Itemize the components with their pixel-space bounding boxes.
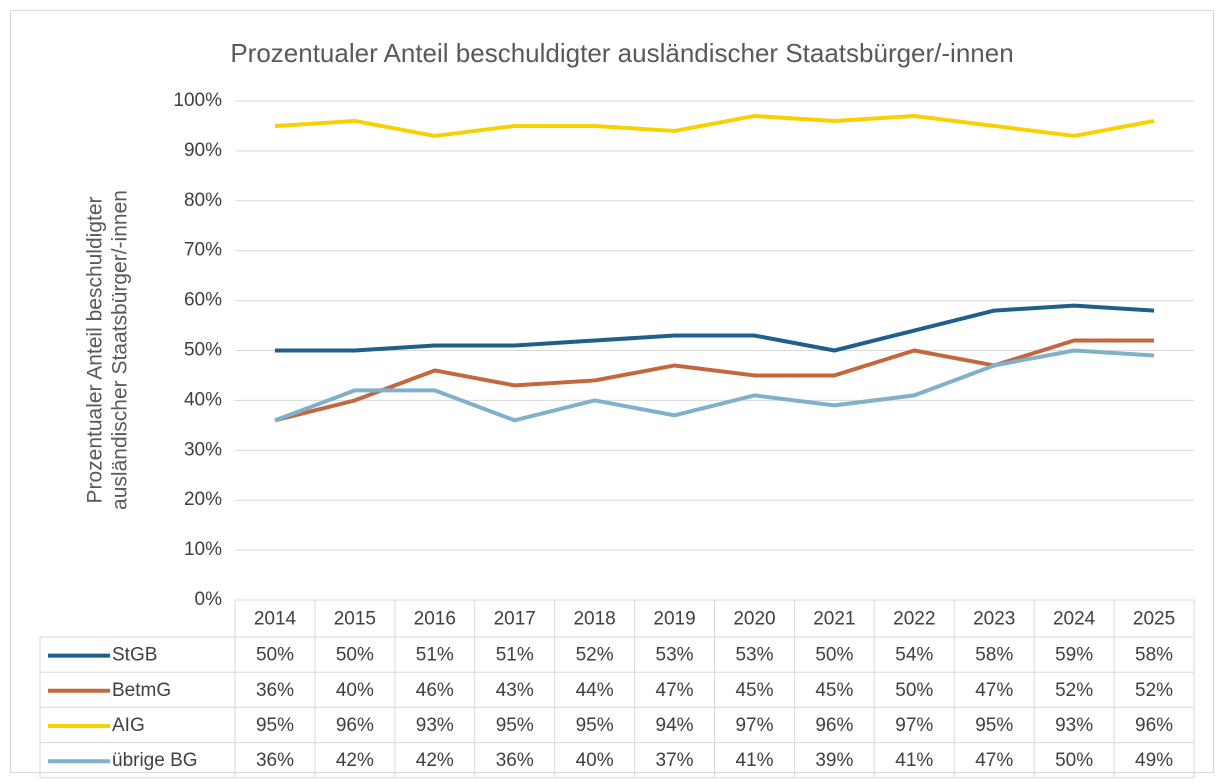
table-cell: 93% xyxy=(416,715,454,736)
table-cell: 58% xyxy=(975,645,1013,666)
table-cell: 50% xyxy=(815,645,853,666)
table-cell: 40% xyxy=(576,750,614,771)
y-tick-label: 100% xyxy=(173,90,222,111)
table-cell: 95% xyxy=(496,715,534,736)
table-cell: 36% xyxy=(496,750,534,771)
x-tick-label: 2020 xyxy=(733,609,775,630)
table-cell: 95% xyxy=(576,715,614,736)
table-cell: 36% xyxy=(256,750,294,771)
y-tick-label: 90% xyxy=(184,140,222,161)
legend-label: AIG xyxy=(112,715,145,736)
y-tick-label: 50% xyxy=(184,340,222,361)
y-tick-label: 0% xyxy=(195,589,223,610)
table-cell: 93% xyxy=(1055,715,1093,736)
y-tick-label: 10% xyxy=(184,539,222,560)
table-cell: 42% xyxy=(416,750,454,771)
table-cell: 96% xyxy=(336,715,374,736)
y-tick-label: 40% xyxy=(184,389,222,410)
table-cell: 50% xyxy=(895,680,933,701)
x-tick-label: 2024 xyxy=(1053,609,1096,630)
y-tick-label: 60% xyxy=(184,290,222,311)
table-cell: 51% xyxy=(496,645,534,666)
table-cell: 53% xyxy=(735,645,773,666)
table-cell: 46% xyxy=(416,680,454,701)
table-cell: 50% xyxy=(256,645,294,666)
table-cell: 95% xyxy=(975,715,1013,736)
table-cell: 97% xyxy=(895,715,933,736)
legend-label: übrige BG xyxy=(112,750,198,771)
table-cell: 95% xyxy=(256,715,294,736)
y-axis-label: ausländischer Staatsbürger/-innen xyxy=(109,190,132,510)
table-cell: 58% xyxy=(1135,645,1173,666)
table-cell: 44% xyxy=(576,680,614,701)
x-tick-label: 2017 xyxy=(494,609,536,630)
series-line xyxy=(274,348,1155,423)
x-tick-label: 2015 xyxy=(334,609,376,630)
table-cell: 47% xyxy=(975,680,1013,701)
table-cell: 50% xyxy=(1055,750,1093,771)
x-tick-label: 2025 xyxy=(1133,609,1175,630)
table-cell: 52% xyxy=(1135,680,1173,701)
table-cell: 97% xyxy=(735,715,773,736)
table-cell: 36% xyxy=(256,680,294,701)
x-tick-label: 2023 xyxy=(973,609,1015,630)
legend-label: BetmG xyxy=(112,680,171,701)
x-tick-label: 2022 xyxy=(893,609,935,630)
table-cell: 47% xyxy=(975,750,1013,771)
table-cell: 47% xyxy=(656,680,694,701)
table-cell: 45% xyxy=(735,680,773,701)
table-cell: 49% xyxy=(1135,750,1173,771)
table-cell: 54% xyxy=(895,645,933,666)
table-cell: 43% xyxy=(496,680,534,701)
y-tick-label: 30% xyxy=(184,439,222,460)
table-cell: 51% xyxy=(416,645,454,666)
x-tick-label: 2014 xyxy=(254,609,297,630)
y-tick-label: 20% xyxy=(184,489,222,510)
x-tick-label: 2019 xyxy=(653,609,695,630)
table-cell: 41% xyxy=(735,750,773,771)
chart-border xyxy=(10,10,1214,773)
table-cell: 41% xyxy=(895,750,933,771)
x-tick-label: 2021 xyxy=(813,609,855,630)
table-cell: 94% xyxy=(656,715,694,736)
table-cell: 52% xyxy=(1055,680,1093,701)
y-tick-label: 70% xyxy=(184,240,222,261)
chart-title: Prozentualer Anteil beschuldigter auslän… xyxy=(230,38,1013,68)
table-cell: 53% xyxy=(656,645,694,666)
series-line xyxy=(274,303,1155,353)
series-line xyxy=(274,113,1155,138)
table-cell: 37% xyxy=(656,750,694,771)
table-cell: 59% xyxy=(1055,645,1093,666)
table-cell: 50% xyxy=(336,645,374,666)
table-cell: 96% xyxy=(1135,715,1173,736)
table-cell: 52% xyxy=(576,645,614,666)
y-tick-label: 80% xyxy=(184,190,222,211)
x-tick-label: 2018 xyxy=(573,609,615,630)
table-cell: 96% xyxy=(815,715,853,736)
table-cell: 40% xyxy=(336,680,374,701)
legend-label: StGB xyxy=(112,645,157,666)
table-cell: 42% xyxy=(336,750,374,771)
x-tick-label: 2016 xyxy=(414,609,456,630)
table-cell: 39% xyxy=(815,750,853,771)
table-cell: 45% xyxy=(815,680,853,701)
y-axis-label: Prozentualer Anteil beschuldigter xyxy=(84,196,107,503)
